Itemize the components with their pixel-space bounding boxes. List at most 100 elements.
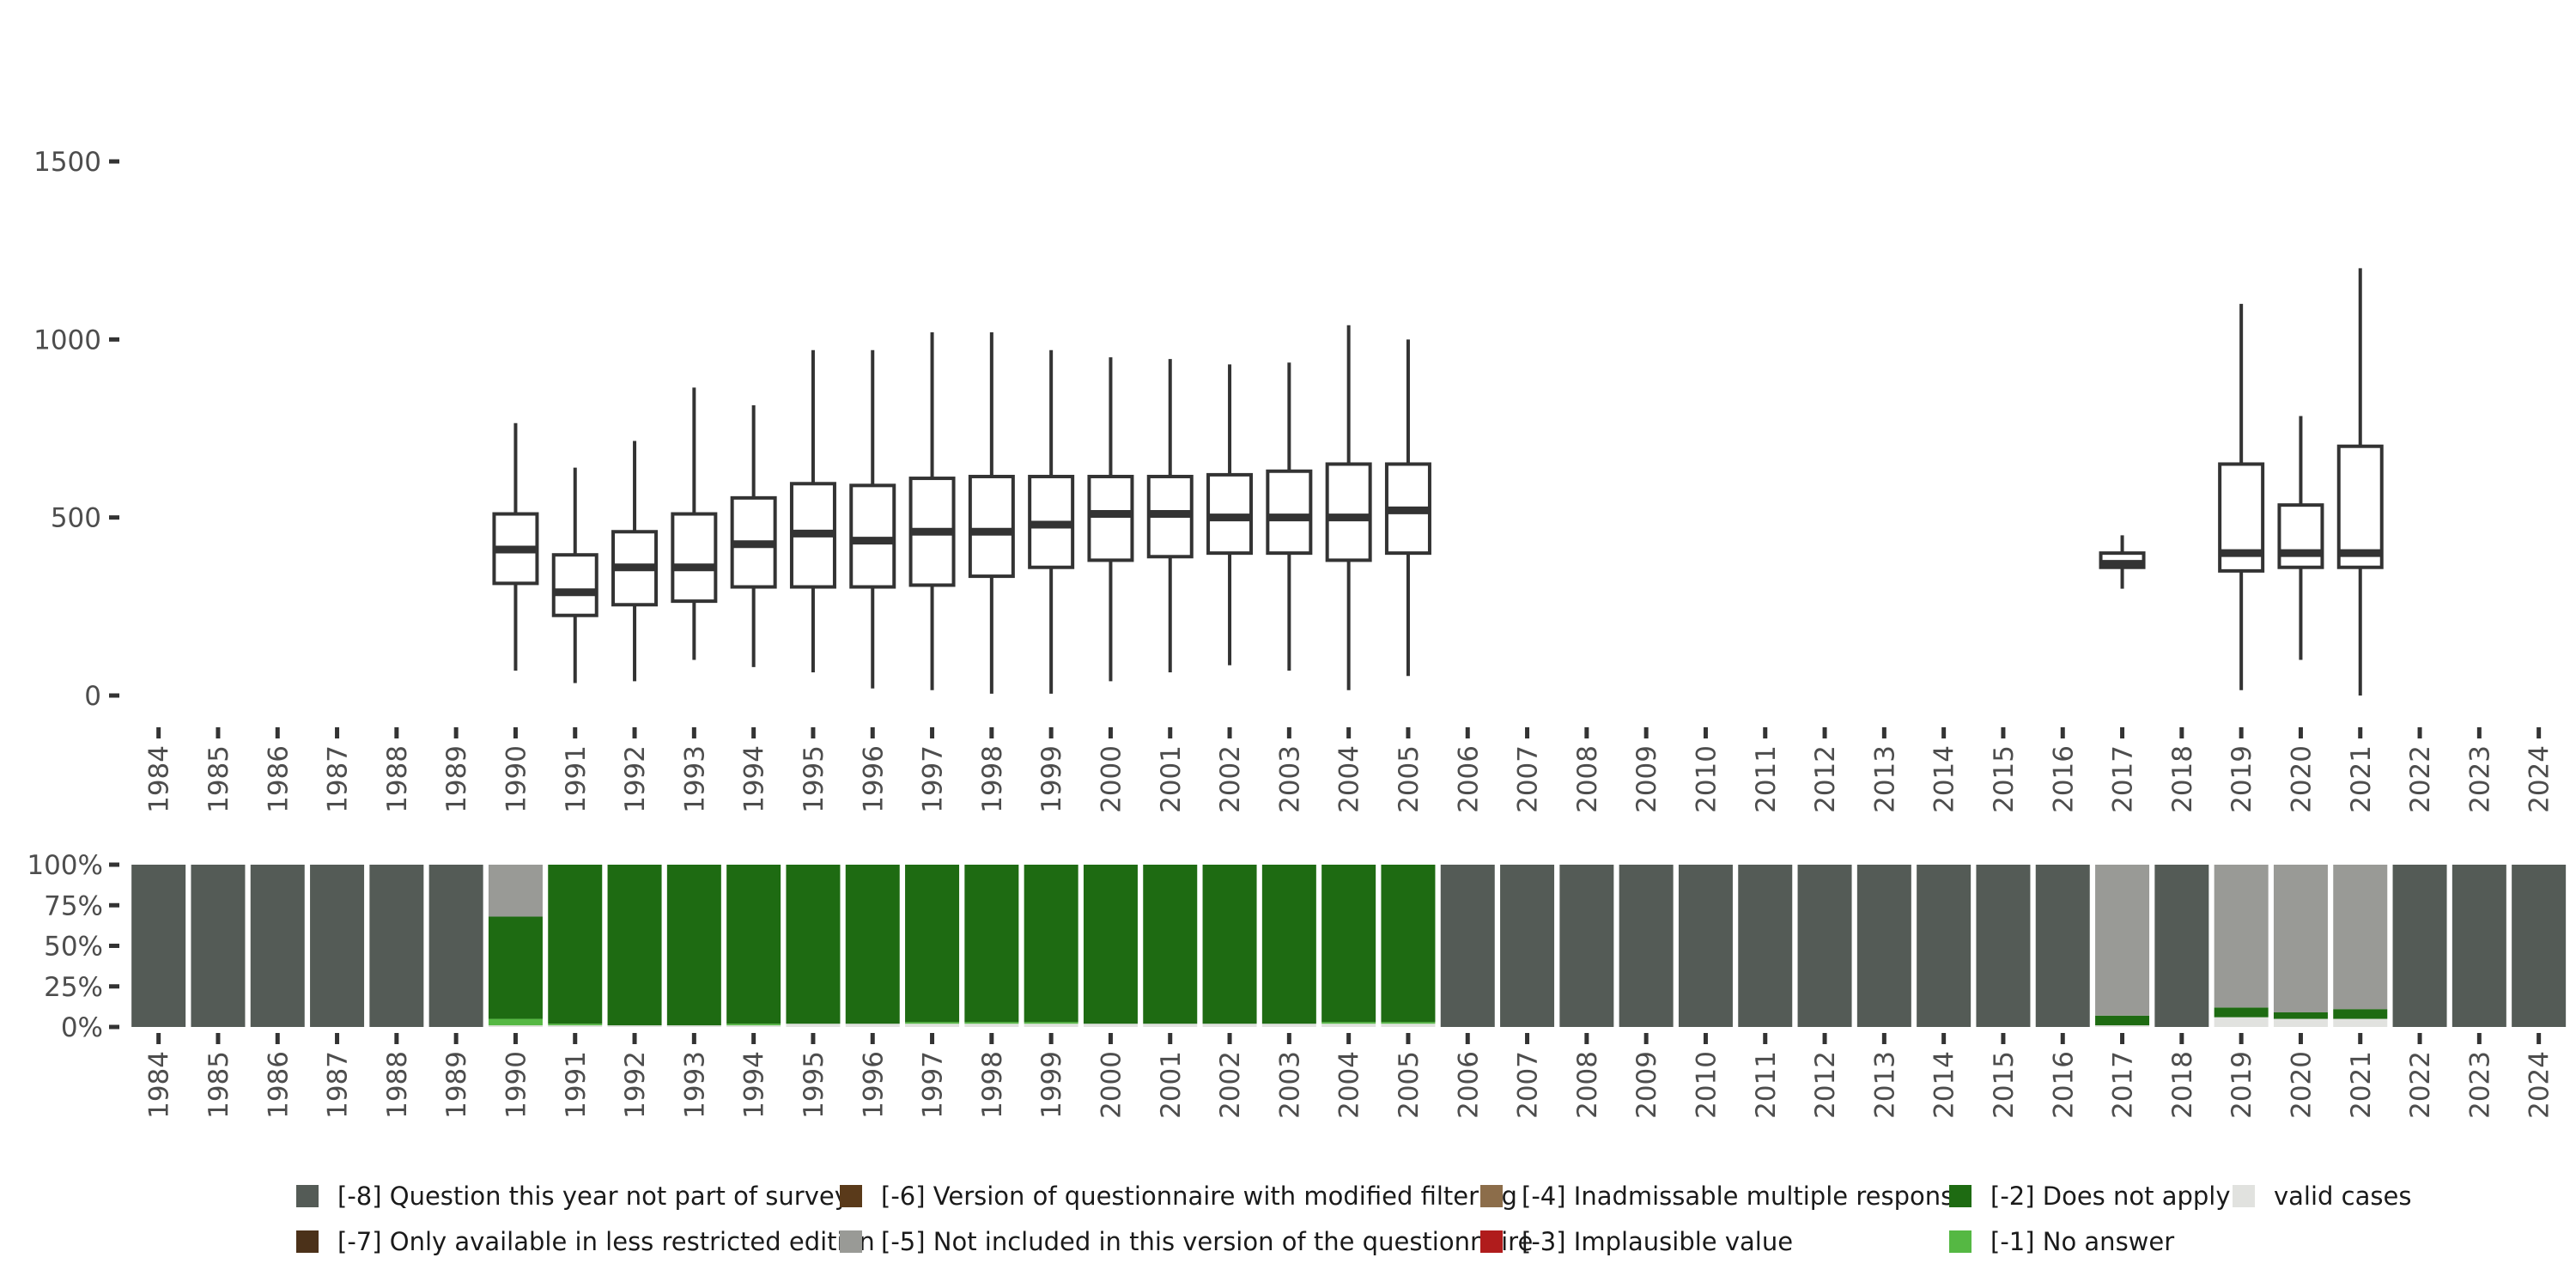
segment-valid	[607, 1025, 662, 1027]
x-tick-label: 2000	[1096, 1051, 1127, 1119]
segment--2	[2214, 1007, 2269, 1018]
x-tick-label: 2015	[1989, 1051, 2020, 1119]
legend-swatch	[840, 1230, 862, 1253]
segment--8	[1678, 865, 1733, 1027]
x-tick-label: 2016	[2048, 1051, 2079, 1119]
segment--2	[2333, 1009, 2388, 1019]
bar-1988	[369, 865, 424, 1027]
x-tick-label: 2009	[1631, 1051, 1662, 1119]
legend-label: valid cases	[2274, 1182, 2411, 1211]
segment-valid	[488, 1025, 543, 1027]
x-tick-label: 1986	[263, 745, 294, 813]
x-tick-label: 1990	[501, 1051, 532, 1119]
x-tick-label: 2013	[1869, 745, 1900, 813]
segment--5	[2273, 865, 2328, 1012]
legend-label: [-3] Implausible value	[1522, 1227, 1793, 1256]
bar-1995	[786, 865, 841, 1027]
x-tick-label: 2001	[1156, 745, 1187, 813]
bar-2019	[2214, 865, 2269, 1027]
legend-label: [-5] Not included in this version of the…	[881, 1227, 1533, 1256]
bar-1999	[1024, 865, 1078, 1027]
bar-2023	[2451, 865, 2506, 1027]
segment--1	[1381, 1022, 1436, 1024]
segment--8	[369, 865, 424, 1027]
box-1992	[611, 440, 659, 682]
segment--2	[488, 916, 543, 1019]
legend-label: [-1] No answer	[1990, 1227, 2174, 1256]
x-tick-label: 1994	[739, 1051, 770, 1119]
segment--2	[607, 865, 662, 1026]
bar-2007	[1500, 865, 1555, 1027]
bar-2011	[1738, 865, 1793, 1027]
segment--5	[2095, 865, 2150, 1016]
x-tick-label: 2004	[1334, 1051, 1365, 1119]
box-1991	[551, 467, 598, 683]
box-1993	[671, 387, 718, 660]
segment-valid	[845, 1024, 900, 1027]
bar-1989	[428, 865, 483, 1027]
legend-swatch	[1480, 1230, 1503, 1253]
box-2001	[1146, 359, 1194, 673]
x-tick-label: 2003	[1274, 1051, 1305, 1119]
legend-item-m1: [-1] No answer	[1949, 1227, 2174, 1256]
x-tick-label: 2022	[2405, 745, 2436, 813]
segment--2	[2273, 1012, 2328, 1019]
bar-1985	[191, 865, 246, 1027]
segment-valid	[2333, 1018, 2388, 1027]
bar-2012	[1797, 865, 1852, 1027]
segment--2	[786, 865, 841, 1024]
x-tick-label: 1996	[858, 1051, 889, 1119]
segment--2	[905, 865, 960, 1023]
segment-valid	[1143, 1024, 1198, 1027]
segment--5	[488, 865, 543, 917]
segment--2	[666, 865, 721, 1026]
segment-valid	[1321, 1024, 1376, 1027]
segment--8	[2512, 865, 2567, 1027]
legend-item-m4: [-4] Inadmissable multiple response	[1480, 1182, 1969, 1211]
segment--2	[726, 865, 781, 1024]
bar-2022	[2392, 865, 2447, 1027]
x-tick-label: 1988	[382, 1051, 413, 1119]
segment--1	[488, 1018, 543, 1026]
y-tick-label: 0	[84, 681, 101, 712]
segment--5	[2333, 865, 2388, 1010]
x-tick-label: 1995	[799, 745, 829, 813]
x-tick-label: 2021	[2346, 745, 2377, 813]
segment--2	[1381, 865, 1436, 1023]
segment-valid	[726, 1025, 781, 1027]
x-tick-label: 1995	[799, 1051, 829, 1119]
box-2021	[2336, 268, 2384, 696]
segment-valid	[1261, 1024, 1316, 1027]
segment--1	[964, 1022, 1019, 1024]
segment--1	[1024, 1022, 1078, 1024]
x-tick-label: 1997	[918, 745, 949, 813]
legend-item-valid: valid cases	[2233, 1182, 2411, 1211]
box-2002	[1206, 364, 1254, 665]
box-body	[968, 474, 1015, 579]
x-tick-label: 2014	[1929, 1051, 1960, 1119]
legend-item-m7: [-7] Only available in less restricted e…	[296, 1227, 875, 1256]
stacked-bar-panel: 0% 25% 50% 75% 100%	[27, 850, 2567, 1043]
segment--2	[2095, 1015, 2150, 1026]
segment--8	[191, 865, 246, 1027]
box-body	[551, 553, 598, 617]
bar-2001	[1143, 865, 1198, 1027]
legend-swatch	[296, 1230, 319, 1253]
x-tick-label: 2015	[1989, 745, 2020, 813]
bar-1990	[488, 865, 543, 1027]
box-1990	[492, 422, 539, 671]
box-2000	[1087, 357, 1134, 682]
bar-1986	[250, 865, 305, 1027]
stacked-bar-x-axis: 1984 1985 1986 1987 1988 1989 1990 1991 1992 1993…	[144, 1033, 2555, 1119]
bar-2005	[1381, 865, 1436, 1027]
bar-2002	[1202, 865, 1257, 1027]
segment--1	[548, 1024, 603, 1026]
bar-2006	[1440, 865, 1495, 1027]
box-2003	[1266, 362, 1313, 671]
box-1994	[730, 405, 777, 667]
y-tick-label: 1500	[33, 147, 101, 178]
x-tick-label: 2001	[1156, 1051, 1187, 1119]
bar-1984	[131, 865, 186, 1027]
bar-2021	[2333, 865, 2388, 1027]
x-tick-label: 2007	[1513, 745, 1544, 813]
